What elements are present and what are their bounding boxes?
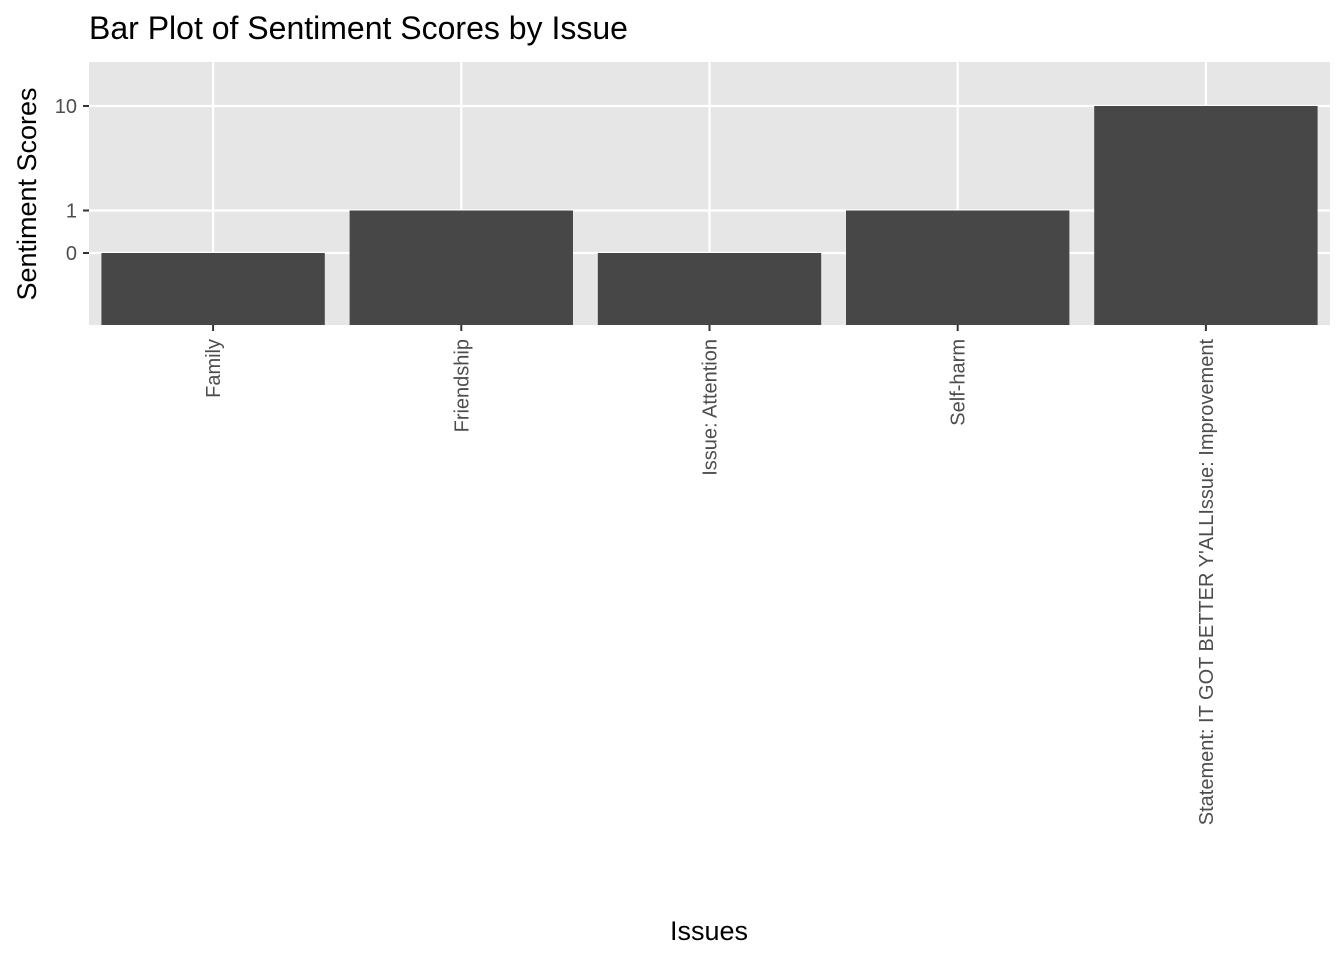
bar	[101, 253, 325, 325]
x-axis-ticks: Family Friendship Issue: Attention Self-har…	[203, 325, 1218, 825]
x-tick-label: Issue: Attention	[700, 339, 722, 476]
x-tick-label: Statement: IT GOT BETTER Y'ALLIssue: Imp…	[1196, 339, 1218, 826]
bars	[101, 106, 1318, 325]
y-tick-label: 0	[66, 243, 77, 265]
x-axis-title: Issues	[670, 916, 748, 946]
x-tick-label: Family	[203, 339, 225, 398]
bar	[597, 253, 822, 325]
y-tick-label: 10	[55, 96, 77, 118]
chart-title: Bar Plot of Sentiment Scores by Issue	[89, 10, 628, 46]
bar	[1094, 106, 1318, 325]
bar	[846, 210, 1070, 325]
x-tick-label: Friendship	[451, 339, 473, 432]
y-axis-title: Sentiment Scores	[12, 87, 42, 300]
x-tick-label: Self-harm	[948, 339, 970, 426]
y-tick-label: 1	[66, 201, 77, 223]
y-axis-ticks: 0 1 10	[55, 96, 89, 265]
bar	[349, 210, 573, 325]
